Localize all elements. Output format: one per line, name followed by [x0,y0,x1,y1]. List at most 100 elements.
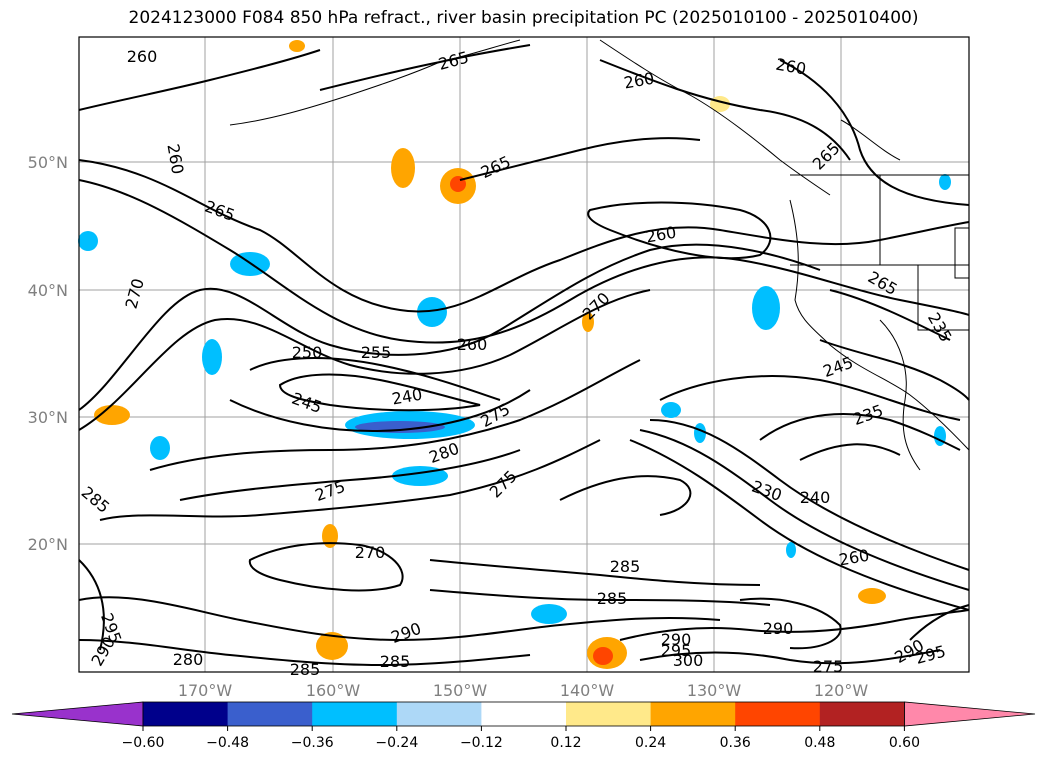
refractivity-contours [78,44,970,667]
precip-patch-negative [78,231,98,251]
contour-label: 250 [292,343,323,362]
contour-label: 255 [361,343,392,362]
contour-label: 285 [597,589,628,608]
precip-patch-positive [289,40,305,52]
contour-line [619,609,970,641]
colorbar-segment [143,702,229,726]
lon-label: 130°W [687,681,742,700]
precip-patch-positive [582,312,594,332]
contour-line [248,542,404,592]
colorbar-segment [312,702,398,726]
colorbar-tick-label: 0.24 [635,735,666,751]
contour-label: 275 [813,657,844,676]
contour-line [78,49,321,111]
colorbar-tick-label: −0.12 [460,735,503,751]
longitude-labels: 170°W 160°W 150°W 140°W 130°W 120°W [178,681,869,700]
map-background [79,37,969,672]
lat-label: 20°N [28,535,68,554]
precip-patch-negative [939,174,951,190]
contour-line [819,339,970,401]
contour-line [78,639,531,667]
contour-line [559,475,692,516]
lon-label: 120°W [814,681,869,700]
contour-line [829,289,951,341]
contour-line [649,419,970,571]
contour-line [78,289,651,431]
contour-line [229,389,531,432]
colorbar: −0.60 −0.48 −0.36 −0.24 −0.12 0.12 0.24 0.36 0.4… [11,701,1036,751]
contour-label: 260 [127,47,158,66]
graticule [79,37,969,672]
lon-label: 160°W [306,681,361,700]
precip-patch-positive [316,632,348,660]
coastline [789,199,970,451]
colorbar-tick-label: −0.48 [206,735,249,751]
contour-line [639,429,970,591]
contour-line [278,373,481,412]
contour-line [429,559,761,586]
colorbar-tick-label: −0.60 [122,735,165,751]
colorbar-tick-label: 0.48 [804,735,835,751]
contour-label: 240 [800,488,831,507]
contour-line [659,375,961,421]
colorbar-tick-label: −0.24 [375,735,418,751]
contour-line [78,596,721,642]
colorbar-segment [396,702,482,726]
contour-line [149,359,641,471]
contour-line [587,201,772,260]
lon-label: 150°W [433,681,488,700]
precip-patch-positive [322,524,338,548]
contour-label: 260 [457,335,488,354]
contour-label: 285 [380,652,411,671]
contour-label: 290 [763,619,794,638]
contour-line [78,559,105,651]
precip-patch-positive [858,588,886,604]
contour-line [78,179,970,344]
colorbar-segment [481,702,567,726]
colorbar-segment [650,702,736,726]
contour-label: 300 [673,651,704,670]
contour-label: 270 [355,543,386,562]
precip-patch-positive [94,405,130,425]
lat-label: 50°N [28,153,68,172]
contour-label: 295 [661,641,692,660]
contour-line [99,439,601,521]
precip-patch-positive [391,148,415,188]
colorbar-outline [142,701,905,727]
latitude-labels: 50°N 40°N 30°N 20°N [28,153,68,554]
contour-line [179,449,521,501]
precip-patch-negative [202,339,222,375]
colorbar-tick-label: −0.36 [291,735,334,751]
colorbar-segment [566,702,652,726]
colorbar-extend-max [904,701,1036,727]
contour-label: 285 [610,557,641,576]
contour-line [799,443,901,461]
precip-patch-negative [786,542,796,558]
precip-patch-negative [417,297,447,327]
contour-line [429,589,771,606]
precip-patch-negative [150,436,170,460]
contour-label: 290 [661,630,692,649]
precip-patch-negative [531,604,567,624]
contour-line [909,604,970,641]
lat-label: 40°N [28,281,68,300]
contour-line [779,59,970,206]
coastline [229,39,521,126]
coastline [879,319,921,471]
colorbar-tick-label: 0.36 [720,735,751,751]
map-title: 2024123000 F084 850 hPa refract., river … [128,8,919,28]
border [840,119,901,161]
border [917,265,969,331]
colorbar-segment [735,702,821,726]
contour-label: 280 [173,650,204,669]
contour-line [78,243,821,411]
precip-patch-negative [752,286,780,330]
contour-line [639,649,941,665]
map-frame [78,36,970,673]
contour-line [78,159,970,313]
contour-line [459,137,701,181]
colorbar-segment [819,702,905,726]
colorbar-tick-label: 0.60 [889,735,920,751]
contour-label: 285 [290,660,321,679]
colorbar-tick-label: 0.12 [550,735,581,751]
